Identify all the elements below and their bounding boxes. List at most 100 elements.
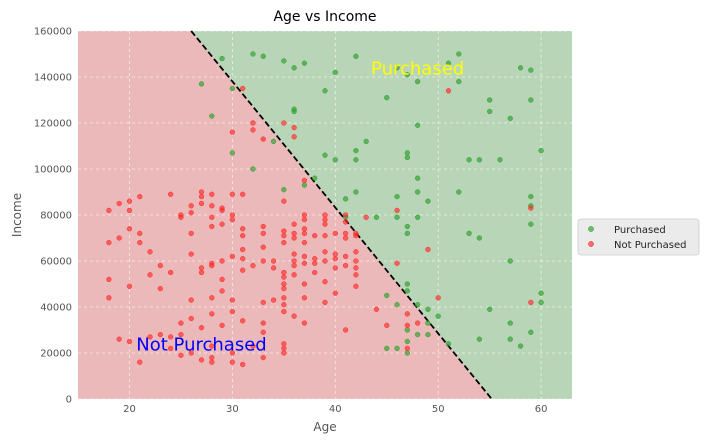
point-purchased <box>291 108 297 115</box>
point-not-purchased <box>332 251 338 257</box>
point-purchased <box>404 338 410 345</box>
point-not-purchased <box>322 249 328 255</box>
point-not-purchased <box>332 265 338 271</box>
point-not-purchased <box>229 129 236 135</box>
point-purchased <box>301 182 308 188</box>
point-not-purchased <box>116 200 122 207</box>
point-purchased <box>476 157 483 163</box>
point-purchased <box>373 214 380 220</box>
point-purchased <box>394 345 400 352</box>
point-not-purchased <box>301 212 308 218</box>
point-not-purchased <box>312 260 318 266</box>
point-not-purchased <box>384 322 390 329</box>
point-not-purchased <box>106 276 112 283</box>
point-not-purchased <box>229 191 236 197</box>
point-not-purchased <box>353 265 359 271</box>
point-purchased <box>270 138 277 145</box>
point-not-purchased <box>425 246 431 253</box>
point-purchased <box>404 72 410 78</box>
legend-marker <box>588 226 594 232</box>
point-purchased <box>394 302 400 308</box>
point-purchased <box>507 336 513 342</box>
point-purchased <box>312 175 318 181</box>
point-not-purchased <box>240 256 246 262</box>
point-not-purchased <box>291 124 297 131</box>
point-purchased <box>209 113 215 119</box>
point-purchased <box>528 97 534 103</box>
point-not-purchased <box>198 189 205 195</box>
point-not-purchased <box>353 283 359 289</box>
point-not-purchased <box>126 226 133 232</box>
point-purchased <box>414 302 421 308</box>
point-not-purchased <box>198 265 205 271</box>
point-purchased <box>342 196 349 202</box>
point-not-purchased <box>157 331 163 338</box>
point-purchased <box>538 299 544 306</box>
point-purchased <box>425 331 431 338</box>
point-not-purchased <box>240 191 246 197</box>
x-tick-label: 50 <box>432 404 445 415</box>
point-not-purchased <box>281 295 287 301</box>
point-not-purchased <box>301 239 308 246</box>
point-not-purchased <box>106 239 112 246</box>
point-not-purchased <box>301 177 308 184</box>
point-purchased <box>528 221 534 227</box>
point-not-purchased <box>270 258 277 264</box>
point-not-purchased <box>219 221 225 227</box>
point-not-purchased <box>178 352 184 358</box>
point-not-purchased <box>260 320 266 326</box>
point-not-purchased <box>281 350 287 356</box>
point-not-purchased <box>528 299 534 306</box>
point-not-purchased <box>301 226 308 232</box>
point-purchased <box>538 147 544 154</box>
point-purchased <box>456 78 462 85</box>
point-not-purchased <box>240 246 246 253</box>
point-not-purchased <box>528 205 534 211</box>
point-not-purchased <box>116 336 122 342</box>
point-not-purchased <box>137 239 143 246</box>
point-not-purchased <box>219 258 225 264</box>
point-not-purchased <box>414 320 421 326</box>
point-not-purchased <box>209 214 215 220</box>
point-not-purchased <box>353 233 359 239</box>
y-tick-label: 100000 <box>34 165 72 176</box>
point-not-purchased <box>188 230 194 237</box>
point-purchased <box>445 341 452 347</box>
point-not-purchased <box>291 230 297 237</box>
x-tick-label: 40 <box>329 404 342 415</box>
point-not-purchased <box>301 281 308 287</box>
point-not-purchased <box>394 260 400 266</box>
point-purchased <box>353 189 359 195</box>
point-not-purchased <box>178 320 184 326</box>
point-not-purchased <box>229 212 236 218</box>
point-not-purchased <box>342 262 349 269</box>
point-purchased <box>528 193 534 200</box>
point-not-purchased <box>106 207 112 214</box>
point-purchased <box>414 331 421 338</box>
point-not-purchased <box>240 318 246 324</box>
point-purchased <box>384 345 390 352</box>
point-purchased <box>394 65 400 71</box>
point-not-purchased <box>137 193 143 200</box>
point-not-purchased <box>250 127 256 133</box>
point-not-purchased <box>167 191 174 197</box>
x-tick-label: 20 <box>123 404 136 415</box>
point-not-purchased <box>188 315 194 322</box>
point-not-purchased <box>281 198 287 204</box>
point-not-purchased <box>219 207 225 214</box>
point-not-purchased <box>342 230 349 237</box>
point-not-purchased <box>229 216 236 223</box>
point-purchased <box>404 350 410 356</box>
point-not-purchased <box>301 253 308 260</box>
point-purchased <box>250 51 256 57</box>
x-tick-label: 30 <box>226 404 239 415</box>
point-not-purchased <box>147 272 153 278</box>
point-not-purchased <box>198 200 205 207</box>
point-purchased <box>229 85 236 92</box>
point-purchased <box>332 157 338 163</box>
point-purchased <box>404 281 410 287</box>
point-not-purchased <box>291 235 297 241</box>
point-not-purchased <box>291 262 297 269</box>
legend-label: Purchased <box>614 225 666 236</box>
point-not-purchased <box>260 230 266 237</box>
